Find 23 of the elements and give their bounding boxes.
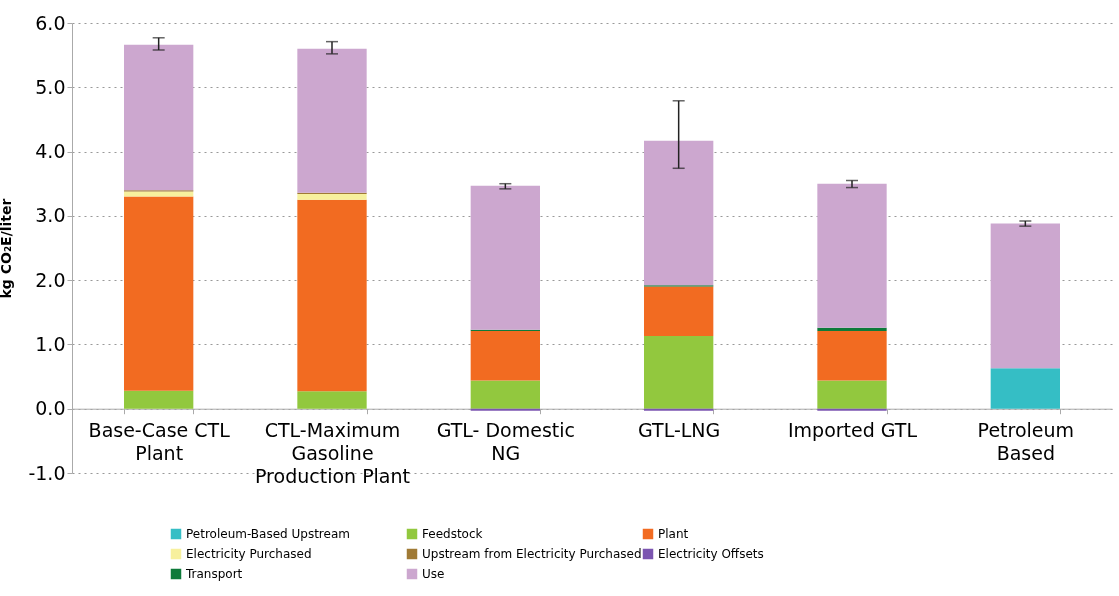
legend-label: Feedstock: [422, 527, 483, 541]
legend-label: Use: [422, 567, 445, 581]
y-tick-label: 4.0: [35, 140, 66, 163]
y-tick-label: 2.0: [35, 268, 66, 291]
y-tick-label: 3.0: [35, 204, 66, 227]
x-tick-label: GTL- Domestic NG: [436, 419, 575, 465]
legend-label: Upstream from Electricity Purchased: [422, 547, 642, 561]
legend-label: Electricity Purchased: [186, 547, 312, 561]
legend-label: Electricity Offsets: [658, 547, 764, 561]
legend-label: Transport: [185, 567, 243, 581]
y-tick-label: 6.0: [35, 11, 66, 34]
x-tick-label: Petroleum Based: [977, 419, 1075, 465]
y-tick-label: 1.0: [35, 332, 66, 355]
y-tick-label: 0.0: [35, 397, 66, 420]
x-tick-label: Imported GTL: [787, 419, 918, 442]
y-tick-label: 5.0: [35, 75, 66, 98]
legend-label: Petroleum-Based Upstream: [186, 527, 350, 541]
y-axis-title: kg CO₂E/liter: [0, 198, 15, 299]
legend-label: Plant: [658, 527, 689, 541]
y-tick-label: -1.0: [28, 461, 66, 484]
x-tick-label: GTL-LNG: [638, 419, 721, 442]
x-tick-label: CTL-Maximum Gasoline Production Plant: [255, 419, 410, 488]
x-tick-label: Base-Case CTL Plant: [88, 419, 231, 465]
